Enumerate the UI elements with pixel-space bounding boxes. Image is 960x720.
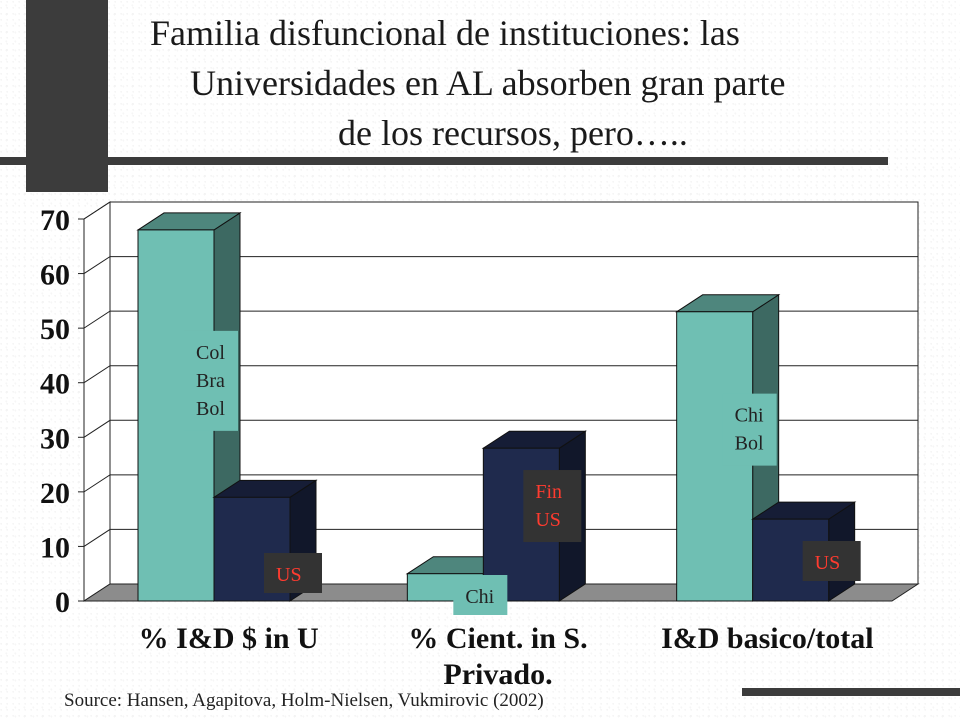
gridline [83,310,918,329]
title-line-1: Familia disfuncional de instituciones: l… [150,13,740,53]
annotation-label: Col [196,342,225,364]
y-tick-label: 0 [55,586,70,619]
annotation-label: US [276,564,302,586]
annotation-label: US [815,552,841,574]
annotation-box [722,393,777,466]
source-citation: Source: Hansen, Agapitova, Holm-Nielsen,… [64,690,544,711]
gridline [83,256,918,274]
x-tick-label: Privado. [443,658,552,691]
gridline [83,365,918,384]
bottom-accent-bar [742,688,960,696]
annotation-label: Bol [735,433,764,455]
y-tick-label: 30 [40,422,70,455]
title-line-3: de los recursos, pero….. [338,113,688,153]
annotation-box [802,541,861,581]
y-tick-label: 10 [40,531,70,564]
y-tick-label: 20 [40,477,70,510]
annotation-label: Bra [196,370,225,392]
gridline [83,474,918,493]
gridline [83,528,918,547]
annotation-box [264,553,322,593]
x-tick-label: % I&D $ in U [139,622,319,655]
y-tick-label: 40 [40,368,70,401]
annotation-label: Chi [465,586,494,608]
gridline [83,201,918,220]
annotation-box [523,470,582,543]
x-tick-label: % Cient. in S. [408,622,587,655]
annotation-label: Chi [735,405,764,427]
annotation-box [453,575,508,615]
title-underline-bar [0,157,888,165]
title-line-2: Universidades en AL absorben gran parte [190,63,786,103]
slide-title: Familia disfuncional de instituciones: l… [120,8,920,158]
y-tick-label: 50 [40,313,70,346]
annotation-label: US [535,509,561,531]
chart-side-wall [83,201,111,602]
gridline [83,419,918,438]
y-tick-label: 60 [40,259,70,292]
y-tick-label: 70 [40,204,70,237]
x-tick-label: I&D basico/total [661,622,874,655]
annotation-label: Fin [535,481,562,503]
annotation-label: Bol [196,398,225,420]
annotation-box [184,330,238,431]
